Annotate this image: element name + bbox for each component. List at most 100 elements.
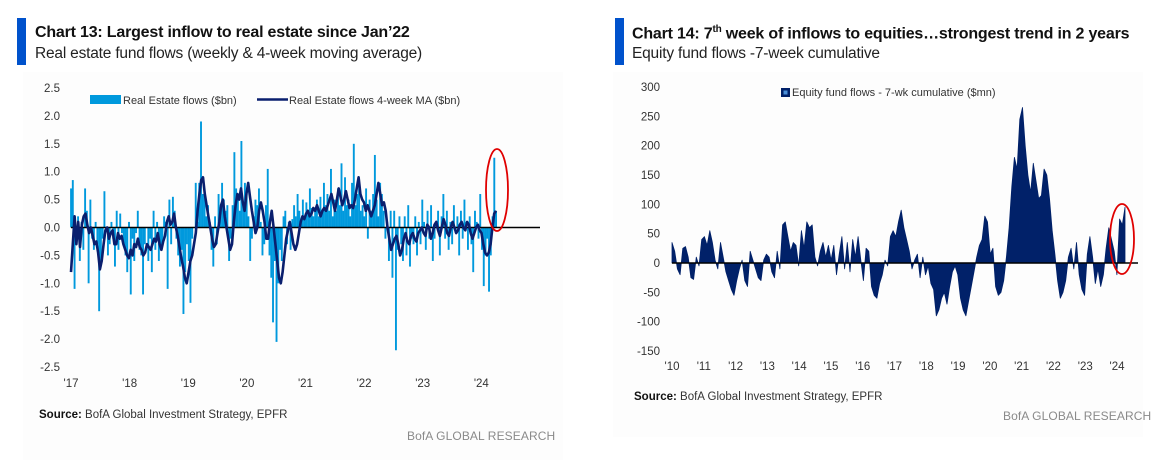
bar-real-estate-flow (280, 227, 283, 261)
bar-real-estate-flow (124, 227, 127, 256)
bar-real-estate-flow (393, 210, 396, 228)
bar-real-estate-flow (424, 227, 427, 250)
bar-real-estate-flow (384, 227, 387, 239)
ma-line-real-estate (69, 176, 498, 285)
bar-real-estate-flow (159, 227, 162, 250)
legend-label-flows: Real Estate flows ($bn) (123, 95, 237, 107)
chart14-subtitle: Equity fund flows -7-week cumulative (632, 45, 880, 62)
bar-real-estate-flow (201, 194, 204, 228)
x-tick-label: '18 (919, 361, 934, 373)
bar-real-estate-flow (129, 227, 132, 295)
bar-real-estate-flow (344, 177, 346, 228)
bar-real-estate-flow (308, 188, 311, 228)
chart14-title-pre: Chart 14: 7 (632, 25, 713, 43)
bar-real-estate-flow (400, 227, 403, 245)
bar-real-estate-flow (459, 210, 462, 228)
x-tick-label: '11 (697, 361, 711, 373)
bar-real-estate-flow (291, 219, 294, 228)
y-tick-label: -2.5 (40, 362, 60, 374)
y-tick-label: 0.0 (44, 223, 60, 235)
chart14-source: Source: BofA Global Investment Strategy,… (634, 391, 882, 403)
bar-real-estate-flow (322, 182, 325, 228)
bar-real-estate-flow (245, 194, 248, 228)
bar-real-estate-flow (73, 227, 76, 289)
bar-real-estate-flow (186, 227, 188, 245)
bar-real-estate-flow (437, 210, 440, 228)
x-tick-label: '22 (1046, 361, 1061, 373)
bar-real-estate-flow (337, 188, 339, 228)
bar-real-estate-flow (106, 227, 109, 256)
bar-real-estate-flow (354, 205, 357, 228)
bar-real-estate-flow (349, 216, 352, 228)
bar-real-estate-flow (379, 182, 382, 228)
bar-real-estate-flow (265, 205, 267, 228)
bar-real-estate-flow (380, 194, 383, 228)
bar-real-estate-flow (214, 216, 217, 228)
bar-real-estate-flow (468, 216, 471, 228)
bar-real-estate-flow (426, 210, 429, 228)
chart13-source-text: BofA Global Investment Strategy, EPFR (81, 409, 288, 421)
bar-real-estate-flow (289, 227, 292, 250)
y-tick-label: 1.0 (44, 167, 60, 179)
bar-real-estate-flow (438, 227, 441, 256)
bar-real-estate-flow (326, 194, 329, 228)
bar-real-estate-flow (403, 216, 406, 228)
bar-real-estate-flow (84, 188, 87, 228)
bar-real-estate-flow (247, 216, 250, 228)
bar-real-estate-flow (347, 199, 350, 228)
bar-real-estate-flow (226, 205, 229, 228)
chart13-accent-bar (17, 18, 26, 65)
bar-real-estate-flow (482, 227, 485, 287)
bar-real-estate-flow (266, 168, 269, 228)
y-tick-label: -2.0 (40, 334, 60, 346)
x-tick-label: '21 (298, 378, 313, 390)
bar-real-estate-flow (250, 227, 253, 239)
bar-real-estate-flow (444, 227, 447, 239)
bar-real-estate-flow (419, 227, 422, 245)
bar-real-estate-flow (409, 227, 411, 267)
bar-real-estate-flow (161, 227, 164, 245)
bar-real-estate-flow (259, 221, 262, 228)
bar-real-estate-flow (486, 227, 489, 239)
bar-real-estate-flow (272, 227, 274, 323)
bar-real-estate-flow (296, 194, 299, 228)
bar-real-estate-flow (440, 216, 443, 228)
chart13-source-label: Source: (39, 409, 82, 421)
x-tick-label: '23 (415, 378, 430, 390)
bar-real-estate-flow (451, 227, 454, 245)
bar-real-estate-flow (194, 182, 197, 228)
bar-real-estate-flow (328, 210, 331, 228)
bar-real-estate-flow (114, 227, 116, 267)
bar-real-estate-flow (394, 227, 397, 351)
bar-real-estate-flow (119, 213, 122, 228)
bar-real-estate-flow (442, 194, 445, 228)
bar-real-estate-flow (184, 227, 187, 273)
bar-real-estate-flow (321, 210, 324, 228)
bar-real-estate-flow (301, 199, 304, 228)
y-tick-label: 150 (641, 170, 660, 182)
chart14-brand: BofA GLOBAL RESEARCH (1003, 409, 1152, 423)
chart14-title: Chart 14: 7th week of inflows to equitie… (632, 24, 1130, 43)
chart13-panel: Chart 13: Largest inflow to real estate … (0, 0, 580, 462)
bar-real-estate-flow (82, 227, 85, 250)
y-tick-label: 200 (641, 141, 660, 153)
chart13-subtitle: Real estate fund flows (weekly & 4-week … (35, 45, 423, 62)
legend-label-ma: Real Estate flows 4-week MA ($bn) (289, 95, 460, 107)
bar-real-estate-flow (142, 227, 145, 295)
bar-real-estate-flow (236, 194, 239, 228)
bar-real-estate-flow (417, 221, 420, 228)
bar-real-estate-flow (298, 210, 301, 228)
bar-real-estate-flow (103, 191, 106, 228)
bar-real-estate-flow (294, 216, 297, 228)
bar-real-estate-flow (479, 194, 482, 228)
bar-real-estate-flow (149, 227, 152, 239)
legend-label-equity: Equity fund flows - 7-wk cumulative ($mn… (792, 87, 996, 99)
bar-real-estate-flow (467, 227, 469, 250)
x-tick-label: '19 (181, 378, 196, 390)
bar-real-estate-flow (312, 216, 315, 228)
x-tick-label: '16 (855, 361, 870, 373)
bar-real-estate-flow (203, 188, 206, 228)
bar-real-estate-flow (168, 199, 171, 228)
x-tick-label: '19 (951, 361, 966, 373)
x-tick-label: '21 (1014, 361, 1029, 373)
